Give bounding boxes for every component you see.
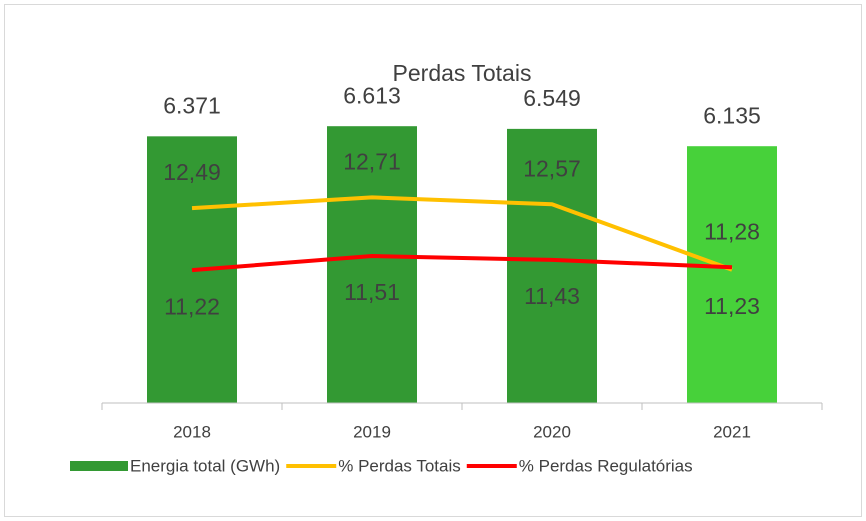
data-label: 12,71: [343, 148, 401, 174]
data-label: 11,22: [164, 293, 220, 319]
data-label: 6.549: [523, 85, 581, 111]
data-label: 11,28: [704, 218, 760, 244]
data-label: 6.135: [703, 102, 761, 128]
legend-label: Energia total (GWh): [130, 456, 280, 475]
x-tick-label: 2018: [173, 422, 211, 441]
chart-title: Perdas Totais: [393, 60, 532, 86]
data-label: 11,43: [524, 283, 580, 309]
data-label: 6.613: [343, 82, 401, 108]
x-tick-label: 2021: [713, 422, 751, 441]
legend-swatch: [70, 461, 128, 471]
data-label: 12,57: [523, 155, 581, 181]
line-series: [191, 254, 733, 273]
data-label: 12,49: [163, 159, 221, 185]
bar: [507, 128, 597, 404]
data-label: 11,23: [704, 293, 760, 319]
legend-label: % Perdas Regulatórias: [519, 456, 693, 475]
legend-label: % Perdas Totais: [338, 456, 461, 475]
line-series: [191, 195, 733, 272]
data-label: 11,51: [344, 279, 400, 305]
data-label: 6.371: [163, 92, 221, 118]
x-tick-label: 2020: [533, 422, 571, 441]
x-tick-label: 2019: [353, 422, 391, 441]
bar: [327, 126, 417, 403]
bar: [687, 146, 777, 403]
